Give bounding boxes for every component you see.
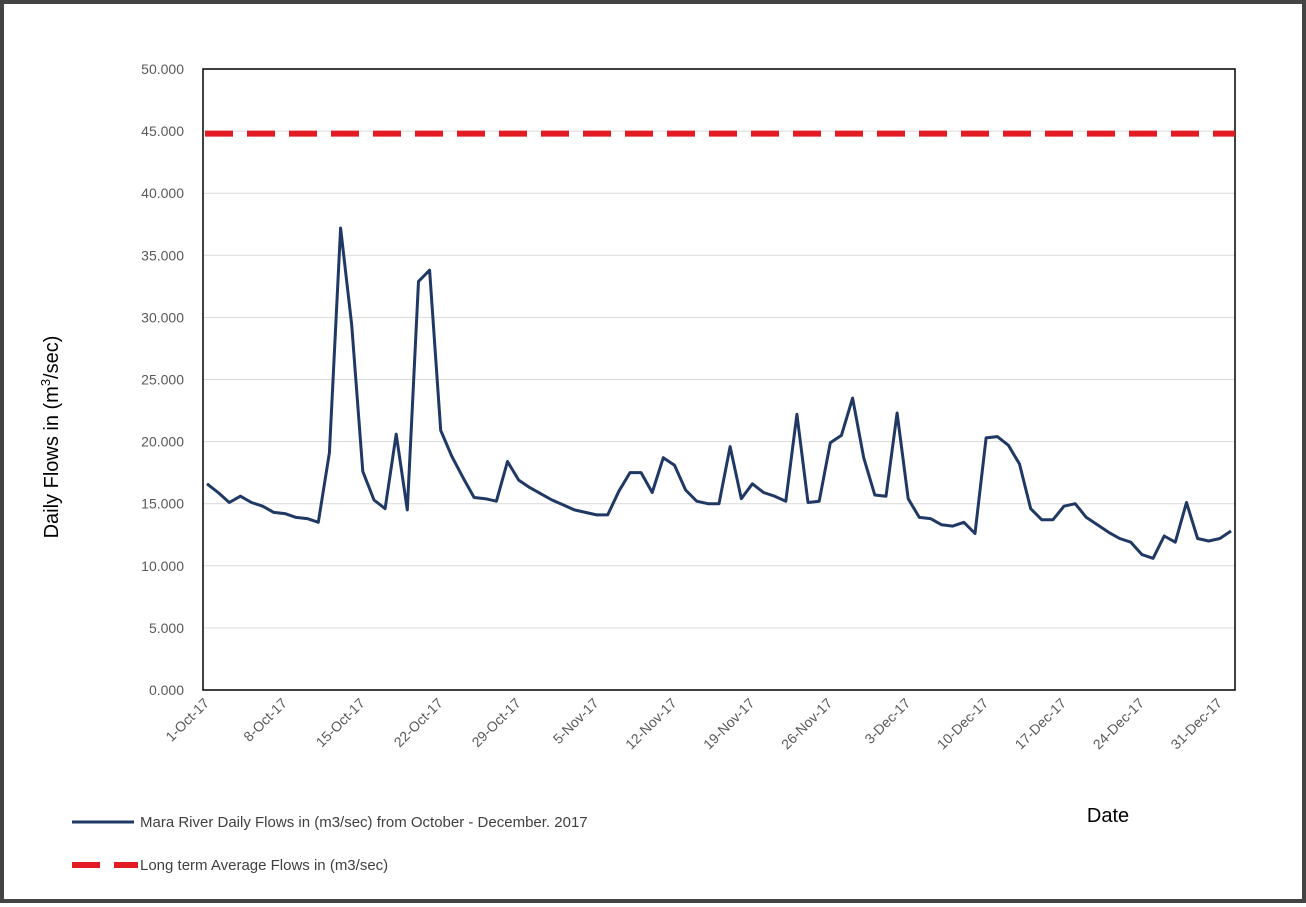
legend-label-mara-river: Mara River Daily Flows in (m3/sec) from … <box>140 814 588 831</box>
x-tick-label: 10-Dec-17 <box>934 695 992 753</box>
y-tick-label: 35.000 <box>141 247 184 263</box>
x-tick-label: 12-Nov-17 <box>622 695 680 753</box>
x-tick-label: 19-Nov-17 <box>700 695 758 753</box>
legend-label-long-term-average: Long term Average Flows in (m3/sec) <box>140 857 388 874</box>
x-tick-label: 15-Oct-17 <box>313 695 368 750</box>
y-tick-label: 10.000 <box>141 558 184 574</box>
y-tick-label: 20.000 <box>141 434 184 450</box>
x-tick-label: 26-Nov-17 <box>778 695 836 753</box>
x-tick-label: 8-Oct-17 <box>240 695 290 745</box>
y-tick-label: 25.000 <box>141 372 184 388</box>
x-tick-label: 29-Oct-17 <box>468 695 523 750</box>
x-axis-ticks: 1-Oct-17 8-Oct-17 15-Oct-17 22-Oct-17 29-Oct… <box>162 695 1225 753</box>
x-tick-label: 3-Dec-17 <box>861 695 913 747</box>
y-axis-ticks: 0.000 5.000 10.000 15.000 20.000 25.000 30.000… <box>141 61 184 698</box>
y-tick-label: 40.000 <box>141 185 184 201</box>
y-tick-label: 0.000 <box>149 682 184 698</box>
y-tick-label: 50.000 <box>141 61 184 77</box>
y-tick-label: 45.000 <box>141 123 184 139</box>
x-tick-label: 31-Dec-17 <box>1167 695 1225 753</box>
x-tick-label: 24-Dec-17 <box>1090 695 1148 753</box>
x-axis-title: Date <box>1087 805 1129 827</box>
y-tick-label: 5.000 <box>149 620 184 636</box>
series-line-mara-river <box>206 226 1232 560</box>
series-layer <box>205 130 1235 560</box>
plot-area-border <box>202 68 1236 691</box>
x-tick-label: 22-Oct-17 <box>391 695 446 750</box>
y-tick-label: 30.000 <box>141 309 184 325</box>
x-tick-label: 1-Oct-17 <box>162 695 212 745</box>
gridlines <box>203 68 1235 629</box>
y-tick-label: 15.000 <box>141 496 184 512</box>
legend: Mara River Daily Flows in (m3/sec) from … <box>72 814 588 874</box>
y-axis-title: Daily Flows in (m3/sec) <box>38 336 63 539</box>
x-tick-label: 5-Nov-17 <box>550 695 602 747</box>
x-tick-label: 17-Dec-17 <box>1012 695 1070 753</box>
flow-chart: 0.000 5.000 10.000 15.000 20.000 25.000 30.000… <box>38 61 1236 874</box>
